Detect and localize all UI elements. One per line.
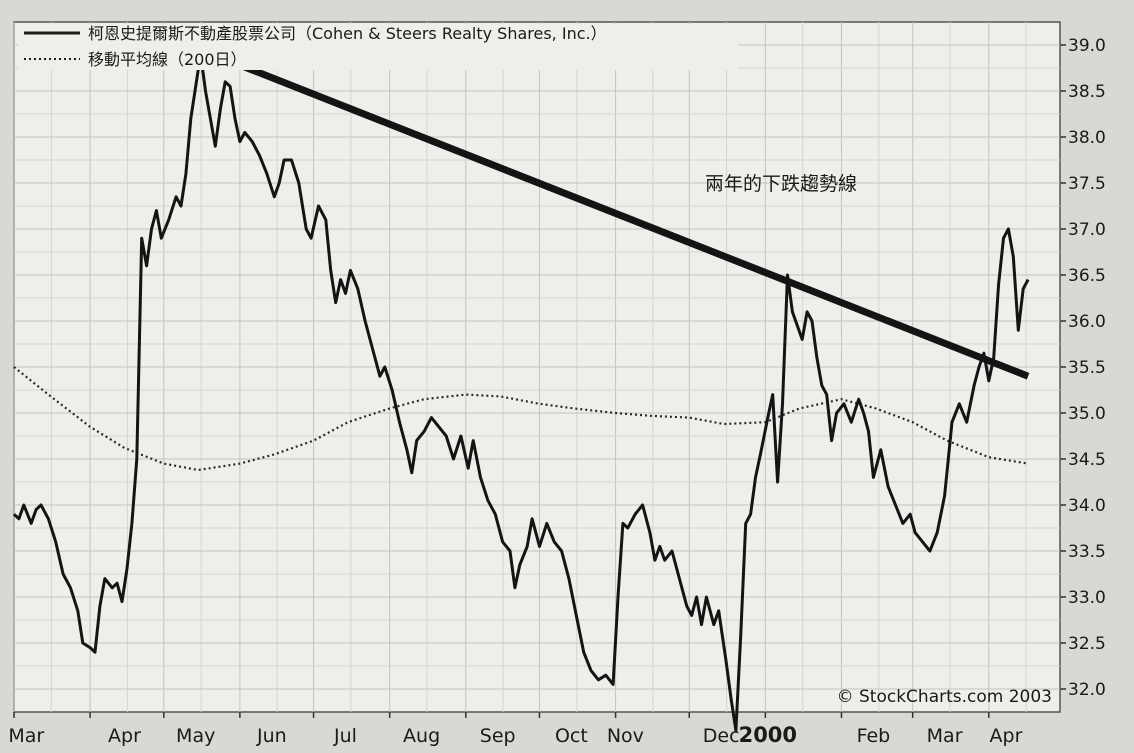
price-line-layer <box>12 52 1030 732</box>
legend-label-moving-average: 移動平均線（200日） <box>88 50 247 69</box>
y-tick-label: 32.5 <box>1068 634 1106 654</box>
moving-average-layer <box>13 366 1029 472</box>
x-tick-label: Sep <box>480 725 516 747</box>
y-tick-label: 38.0 <box>1068 128 1106 148</box>
x-tick-label: May <box>176 725 215 747</box>
x-tick-label: Feb <box>857 725 891 747</box>
x-tick-label: Dec <box>703 725 740 747</box>
y-tick-label: 37.0 <box>1068 220 1106 240</box>
x-tick-label: 2000 <box>739 723 797 747</box>
x-tick-label: Apr <box>108 725 141 747</box>
y-tick-label: 39.0 <box>1068 36 1106 56</box>
y-tick-label: 34.5 <box>1068 450 1106 470</box>
y-tick-label: 35.0 <box>1068 404 1106 424</box>
y-axis: 32.0 32.5 33.0 33.5 34.0 34.5 35.0 35.5 36.0 36.5… <box>1060 36 1106 700</box>
downtrend-line <box>199 46 1030 380</box>
legend-label-price: 柯恩史提爾斯不動產股票公司（Cohen & Steers Realty Shar… <box>88 24 607 43</box>
trendline-layer <box>199 46 1030 380</box>
x-tick-label: Jun <box>256 725 287 747</box>
y-tick-label: 36.0 <box>1068 312 1106 332</box>
y-tick-label: 33.0 <box>1068 588 1106 608</box>
y-tick-label: 38.5 <box>1068 82 1106 102</box>
y-tick-label: 32.0 <box>1068 680 1106 700</box>
x-axis: Mar Apr May Jun Jul Aug Sep Oct Nov Dec 2000 Feb Mar… <box>8 712 1023 747</box>
legend: 柯恩史提爾斯不動產股票公司（Cohen & Steers Realty Shar… <box>18 24 738 70</box>
trendline-annotation: 兩年的下跌趨勢線 <box>705 173 857 195</box>
y-tick-label: 35.5 <box>1068 358 1106 378</box>
moving-average-line <box>13 366 1029 472</box>
y-tick-label: 34.0 <box>1068 496 1106 516</box>
x-tick-label: Jul <box>333 725 357 747</box>
y-tick-label: 37.5 <box>1068 174 1106 194</box>
legend-background <box>18 24 738 70</box>
price-line <box>12 52 1030 732</box>
x-tick-label: Mar <box>8 725 44 747</box>
x-tick-label: Nov <box>607 725 644 747</box>
x-tick-label: Aug <box>403 725 440 747</box>
x-tick-label: Oct <box>555 725 588 747</box>
grid <box>13 22 1060 712</box>
y-tick-label: 33.5 <box>1068 542 1106 562</box>
copyright-label: © StockCharts.com 2003 <box>837 687 1052 707</box>
x-tick-label: Mar <box>927 725 963 747</box>
y-tick-label: 36.5 <box>1068 266 1106 286</box>
x-tick-label: Apr <box>990 725 1023 747</box>
